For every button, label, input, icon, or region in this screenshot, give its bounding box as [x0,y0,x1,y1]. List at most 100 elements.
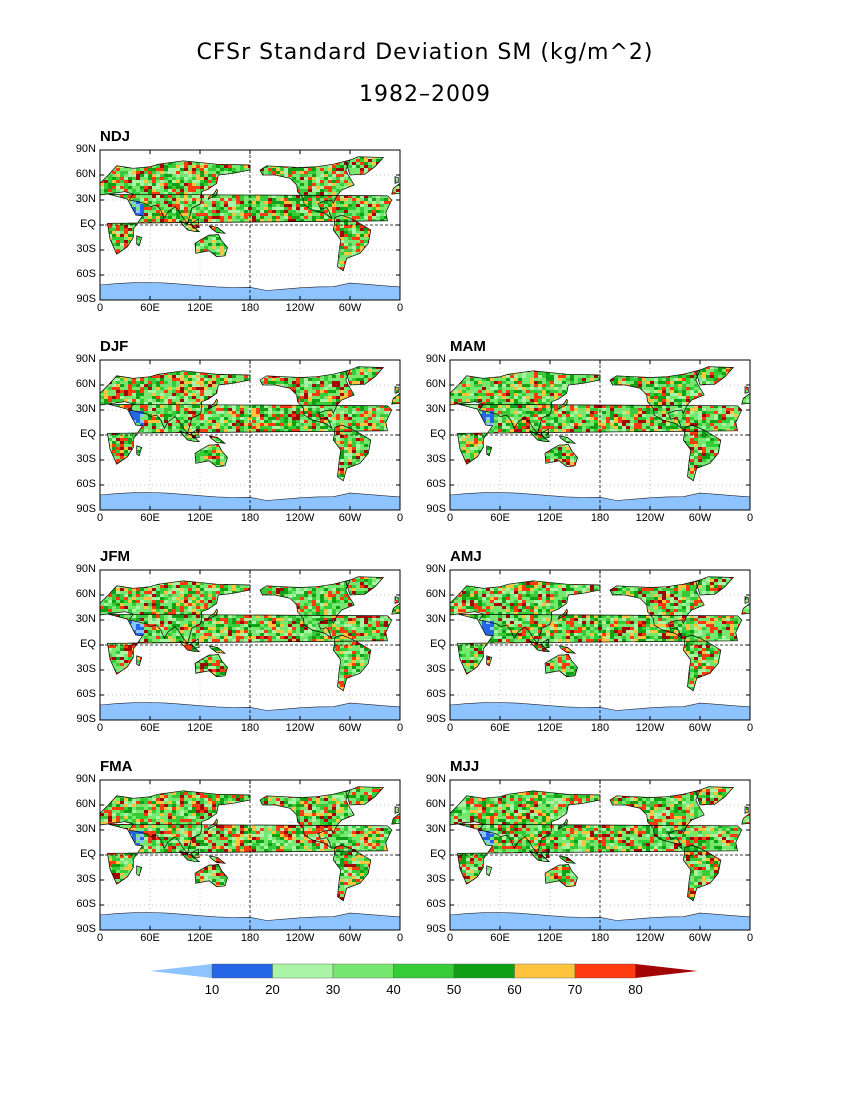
lat-tick-label: 30N [416,823,446,835]
lon-tick-label: 120E [530,512,570,524]
figure-title: CFSr Standard Deviation SM (kg/m^2) [0,40,850,65]
panel-label: NDJ [100,128,130,145]
panel-label: MJJ [450,758,479,775]
lon-tick-label: 120W [280,302,320,314]
lon-tick-label: 0 [430,722,470,734]
lat-tick-label: 60S [416,688,446,700]
lat-tick-label: 90S [416,503,446,515]
map-canvas [99,569,401,721]
lat-tick-label: 60N [416,588,446,600]
lat-tick-label: 30S [416,453,446,465]
lon-tick-label: 120E [180,722,220,734]
map-panel-mam: MAM 90N 60N 30N EQ 30S 60S 90S 0 60E 120E 180 120W 6… [412,338,753,538]
lon-tick-label: 0 [380,302,420,314]
lon-tick-label: 120E [530,722,570,734]
lon-tick-label: 120W [280,722,320,734]
lat-tick-label: 30S [66,663,96,675]
colorbar-swatch [393,963,455,979]
lon-tick-label: 120E [180,512,220,524]
lon-tick-label: 180 [580,512,620,524]
colorbar-swatch [453,963,515,979]
colorbar-swatch [272,963,334,979]
lat-tick-label: 90N [66,563,96,575]
lon-tick-label: 0 [380,512,420,524]
figure-subtitle: 1982–2009 [0,82,850,107]
lat-tick-label: EQ [416,638,446,650]
colorbar-low-arrow [150,964,212,978]
lat-tick-label: 90S [416,923,446,935]
lon-tick-label: 60E [480,512,520,524]
map-canvas [449,779,751,931]
colorbar-label: 50 [439,982,469,997]
lon-tick-label: 0 [80,722,120,734]
lon-tick-label: 120W [280,512,320,524]
lon-tick-label: 0 [430,512,470,524]
lat-tick-label: 60S [66,478,96,490]
lon-tick-label: 0 [730,722,770,734]
lon-tick-label: 180 [230,302,270,314]
lat-tick-label: 90N [66,773,96,785]
lon-tick-label: 120W [630,512,670,524]
lon-tick-label: 180 [230,512,270,524]
panel-label: JFM [100,548,130,565]
lon-tick-label: 60W [330,512,370,524]
map-panel-fma: FMA 90N 60N 30N EQ 30S 60S 90S 0 60E 120E 180 120W 6… [62,758,403,958]
lat-tick-label: 90S [416,713,446,725]
lon-tick-label: 0 [380,932,420,944]
lon-tick-label: 0 [730,512,770,524]
lon-tick-label: 0 [730,932,770,944]
lon-tick-label: 0 [430,932,470,944]
lon-tick-label: 60W [680,722,720,734]
lat-tick-label: 90S [66,293,96,305]
lon-tick-label: 0 [80,512,120,524]
lat-tick-label: 90S [66,503,96,515]
lat-tick-label: 30N [416,613,446,625]
lat-tick-label: 90N [66,143,96,155]
lat-tick-label: 90S [66,923,96,935]
colorbar-label: 40 [379,982,409,997]
colorbar-swatches [150,963,698,979]
lat-tick-label: 90N [66,353,96,365]
lat-tick-label: 60N [66,798,96,810]
lon-tick-label: 60W [680,932,720,944]
panel-label: MAM [450,338,486,355]
colorbar-label: 20 [258,982,288,997]
map-panel-djf: DJF 90N 60N 30N EQ 30S 60S 90S 0 60E 120E 180 120W 6… [62,338,403,538]
lon-tick-label: 120E [180,302,220,314]
lat-tick-label: 30N [416,403,446,415]
panel-label: DJF [100,338,128,355]
lat-tick-label: 60S [66,688,96,700]
lat-tick-label: 30N [66,613,96,625]
colorbar-swatch [332,963,394,979]
lat-tick-label: 30S [416,663,446,675]
lat-tick-label: 30N [66,823,96,835]
lon-tick-label: 60W [680,512,720,524]
lat-tick-label: 30S [66,873,96,885]
colorbar-legend: 10 20 30 40 50 60 70 80 [150,962,700,1002]
colorbar-label: 30 [318,982,348,997]
map-canvas [99,149,401,301]
lat-tick-label: 60S [416,478,446,490]
lat-tick-label: 90N [416,563,446,575]
lon-tick-label: 60E [130,302,170,314]
lat-tick-label: 60N [416,378,446,390]
map-panel-jfm: JFM 90N 60N 30N EQ 30S 60S 90S 0 60E 120E 180 120W 6… [62,548,403,748]
colorbar-swatch [514,963,576,979]
map-canvas [449,569,751,721]
colorbar-label: 60 [500,982,530,997]
lat-tick-label: EQ [66,218,96,230]
lat-tick-label: 60S [66,898,96,910]
lat-tick-label: 60S [66,268,96,280]
lon-tick-label: 180 [230,722,270,734]
map-canvas [449,359,751,511]
lon-tick-label: 120E [530,932,570,944]
colorbar-label: 70 [560,982,590,997]
colorbar-swatch [211,963,273,979]
lon-tick-label: 0 [80,302,120,314]
lon-tick-label: 120W [630,932,670,944]
lat-tick-label: 30N [66,403,96,415]
colorbar-label: 80 [621,982,651,997]
lon-tick-label: 120W [630,722,670,734]
colorbar-label: 10 [197,982,227,997]
lon-tick-label: 120W [280,932,320,944]
